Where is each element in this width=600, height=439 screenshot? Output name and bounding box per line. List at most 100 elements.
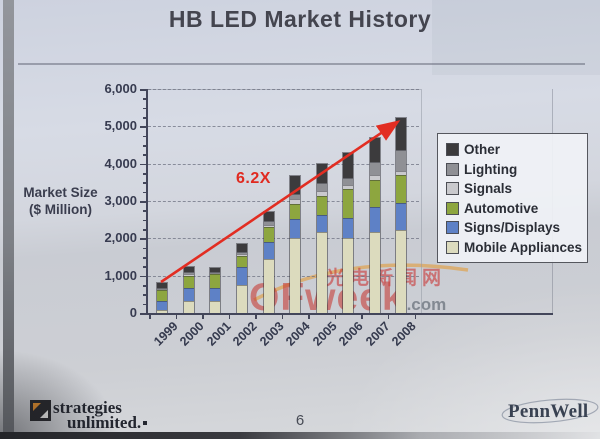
photo-left-edge [3,0,14,439]
x-tick-label-2002: 2002 [230,319,260,349]
bar-segment-other [290,176,301,194]
bar-2000 [182,266,195,314]
bar-segment-other [396,118,407,150]
x-tick [202,315,204,319]
bar-segment-signs-displays [263,242,274,259]
y-tick-label: 4,000 [104,155,137,171]
bar-segment-mobile-appliances [290,238,301,314]
x-tick [387,315,390,319]
bar-segment-mobile-appliances [210,301,221,314]
title-divider [18,63,585,65]
y-minor-tick [143,182,147,184]
growth-annotation: 6.2X [236,170,271,187]
y-axis-title-line2: ($ Million) [29,202,92,217]
bar-segment-signs-displays [396,203,407,230]
x-tick [228,315,231,319]
bar-segment-automotive [263,227,274,242]
y-major-tick [140,275,147,278]
bar-segment-automotive [183,276,194,288]
y-tick-label: 6,000 [104,81,137,96]
y-tick-label: 5,000 [104,118,137,134]
legend-item-automotive: Automotive [446,199,587,219]
bar-segment-lighting [316,183,327,191]
y-tick-label: 1,000 [104,267,137,283]
y-major-tick [140,163,147,166]
bar-segment-mobile-appliances [369,232,380,314]
bar-2004 [289,175,302,314]
bar-segment-signals [157,289,168,290]
bar-segment-automotive [157,290,168,301]
legend-item-signals: Signals [446,179,587,199]
lighting-seam [432,0,600,75]
bar-segment-automotive [210,274,221,288]
y-minor-tick [143,303,147,306]
y-minor-tick [143,229,147,231]
bar-segment-mobile-appliances [343,238,354,314]
bar-segment-lighting [369,162,380,175]
bar-segment-signals [396,171,407,175]
bar-2005 [315,163,328,314]
bar-segment-automotive [316,196,327,215]
bar-segment-other [316,164,327,183]
y-minor-tick [143,266,147,268]
bar-segment-lighting [157,288,168,289]
bar-segment-automotive [396,175,407,203]
x-tick-label-2005: 2005 [309,319,340,349]
bar-segment-lighting [343,178,354,185]
y-major-tick [140,89,147,91]
legend-item-other: Other [446,140,587,160]
bar-segment-other [157,283,168,288]
bar-segment-mobile-appliances [396,230,407,314]
x-tick [334,315,337,319]
logo-square-bullet-icon [143,420,148,425]
bar-segment-other [236,244,247,252]
legend-swatch-icon [446,182,459,196]
bar-segment-automotive [236,256,247,267]
y-minor-tick [143,117,147,119]
legend-label: Signs/Displays [464,220,561,236]
page-number: 6 [295,412,305,429]
legend-item-mobile-appliances: Mobile Appliances [446,238,587,258]
x-tick [308,315,310,319]
y-axis-title-line1: Market Size [23,185,98,200]
y-minor-tick [143,257,147,259]
y-tick-label: 3,000 [104,193,137,208]
photo-corner-shadow [0,349,120,439]
x-tick-label-1999: 1999 [150,319,181,349]
y-tick-label: 0 [129,305,137,320]
bar-segment-mobile-appliances [316,232,327,314]
bar-segment-automotive [290,204,301,219]
lighting-glow [340,279,600,439]
y-major-tick [140,313,147,315]
bar-segment-other [263,212,274,221]
x-axis-line [146,313,553,315]
bar-2007 [368,137,381,314]
bar-segment-other [343,153,354,178]
x-tick [255,315,257,319]
y-axis-title: Market Size ($ Million) [8,184,113,218]
bar-2001 [209,267,222,314]
x-tick [361,315,363,319]
bar-segment-lighting [396,150,407,171]
legend-swatch-icon [446,162,459,176]
bar-2008 [395,117,408,314]
y-major-tick [140,238,147,240]
x-tick [414,315,417,319]
pennwell-swoosh-icon [501,398,599,424]
bar-segment-mobile-appliances [236,285,247,314]
y-axis-line [146,89,148,314]
gridline-5000 [148,126,419,128]
y-minor-tick [143,135,147,138]
bar-segment-signs-displays [290,219,301,238]
x-tick [281,315,284,319]
y-minor-tick [143,247,147,250]
legend-item-signs-displays: Signs/Displays [446,218,587,238]
bar-segment-signs-displays [343,218,354,238]
bar-segment-signs-displays [157,301,168,310]
bar-segment-other [369,138,380,162]
y-minor-tick [143,294,147,296]
bar-segment-mobile-appliances [157,310,168,314]
bar-2003 [262,211,275,314]
bar-segment-signs-displays [316,215,327,232]
